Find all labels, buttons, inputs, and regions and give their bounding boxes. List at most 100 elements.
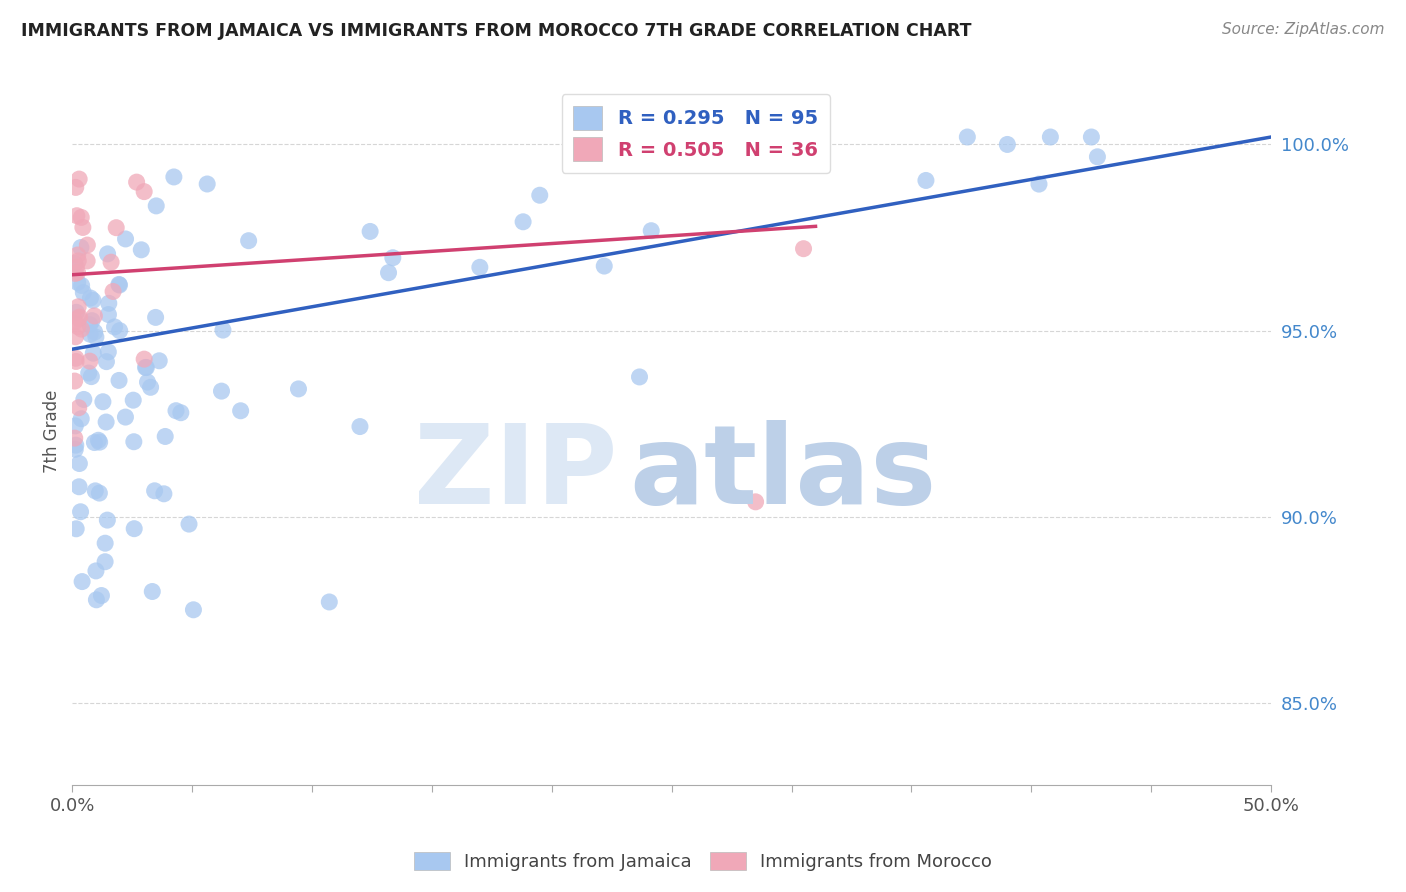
Point (65, 330, 87, 344)
Point (96, 354, 118, 368)
Point (72, 220, 94, 235)
Point (529, 188, 551, 202)
Point (87, 434, 110, 448)
Point (82, 346, 104, 360)
Point (145, 310, 167, 325)
Point (63, 374, 86, 388)
Point (114, 410, 136, 425)
Point (129, 243, 152, 257)
Point (122, 434, 145, 449)
Point (165, 403, 187, 417)
Point (70, 574, 93, 589)
Point (65, 442, 87, 457)
Point (114, 232, 136, 246)
Text: Source: ZipAtlas.com: Source: ZipAtlas.com (1222, 22, 1385, 37)
Point (155, 429, 177, 443)
Point (135, 360, 157, 375)
Point (143, 483, 166, 498)
Point (70, 322, 93, 336)
Point (640, 224, 662, 238)
Point (70, 278, 93, 293)
Point (212, 323, 235, 337)
Point (139, 380, 162, 394)
Text: atlas: atlas (630, 420, 936, 527)
Point (97, 247, 120, 261)
Point (67, 172, 90, 186)
Point (108, 373, 131, 387)
Point (287, 382, 309, 396)
Point (65, 180, 87, 194)
Point (66, 265, 89, 279)
Point (90, 589, 112, 603)
Point (744, 495, 766, 509)
Point (63, 314, 86, 328)
Point (70, 411, 93, 425)
Point (65, 305, 87, 319)
Point (1039, 130, 1062, 145)
Y-axis label: 7th Grade: 7th Grade (44, 390, 60, 473)
Point (995, 137, 1018, 152)
Point (141, 584, 163, 599)
Point (82, 293, 104, 308)
Point (79, 354, 101, 368)
Point (84, 330, 107, 344)
Point (593, 259, 616, 273)
Point (67, 300, 90, 314)
Point (65, 418, 87, 433)
Point (69, 310, 91, 324)
Point (628, 370, 651, 384)
Point (183, 603, 205, 617)
Point (65, 438, 87, 452)
Point (145, 199, 167, 213)
Point (238, 234, 260, 248)
Point (83, 435, 105, 450)
Point (63, 431, 86, 445)
Point (89, 486, 111, 500)
Point (66, 276, 89, 290)
Point (377, 266, 399, 280)
Point (97, 296, 120, 310)
Point (135, 360, 157, 375)
Point (1028, 177, 1050, 191)
Point (793, 242, 815, 256)
Point (195, 177, 218, 191)
Point (77, 366, 100, 380)
Point (512, 215, 534, 229)
Point (125, 175, 148, 189)
Point (101, 285, 124, 299)
Point (170, 406, 193, 420)
Point (72, 285, 94, 300)
Point (67, 401, 90, 415)
Point (67, 480, 90, 494)
Point (84, 483, 107, 498)
Point (97, 345, 120, 359)
Point (70, 211, 93, 225)
Point (66, 319, 89, 334)
Point (79, 327, 101, 342)
Point (94, 555, 117, 569)
Point (153, 487, 176, 501)
Point (66, 209, 89, 223)
Point (105, 220, 128, 235)
Point (76, 254, 98, 268)
Point (318, 595, 340, 609)
Point (63, 256, 86, 270)
Point (89, 435, 111, 450)
Point (67, 457, 90, 471)
Point (67, 253, 90, 268)
Point (108, 324, 131, 338)
Point (97, 308, 120, 322)
Point (70, 240, 93, 254)
Point (96, 513, 118, 527)
Point (1080, 130, 1102, 145)
Point (66, 248, 89, 262)
Point (83, 309, 105, 323)
Point (65, 522, 87, 536)
Point (94, 415, 117, 429)
Point (177, 517, 200, 532)
Legend: Immigrants from Jamaica, Immigrants from Morocco: Immigrants from Jamaica, Immigrants from… (406, 845, 1000, 879)
Point (73, 392, 96, 407)
Point (65, 354, 87, 368)
Point (349, 419, 371, 434)
Point (134, 352, 156, 367)
